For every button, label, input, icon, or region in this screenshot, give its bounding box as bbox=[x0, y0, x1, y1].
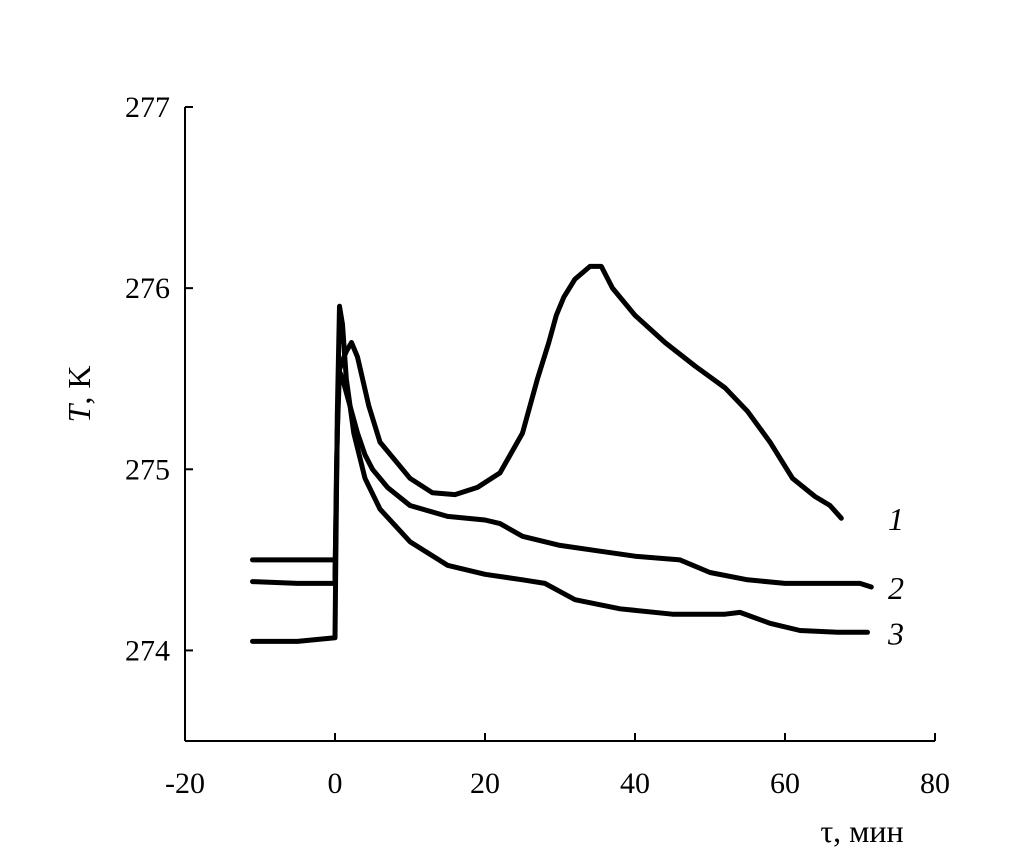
series-line-1 bbox=[332, 263, 844, 581]
y-axis-title: T, K bbox=[61, 366, 97, 423]
x-tick-label: 40 bbox=[620, 767, 650, 800]
series-line-2 bbox=[250, 367, 874, 590]
y-tick-label: 275 bbox=[125, 453, 170, 486]
series-labels: 1 2 3 bbox=[887, 501, 904, 651]
y-tick-label: 274 bbox=[125, 634, 170, 667]
y-axis-symbol: T bbox=[61, 402, 97, 422]
y-ticks: 274 275 276 277 bbox=[125, 91, 193, 667]
y-axis-unit: , K bbox=[61, 366, 97, 405]
x-tick-label: 0 bbox=[328, 767, 343, 800]
axes bbox=[184, 107, 935, 742]
series-label-1: 1 bbox=[888, 501, 904, 537]
series-label-3: 3 bbox=[887, 615, 904, 651]
series-line-3 bbox=[250, 303, 870, 644]
x-ticks: -20 0 20 40 60 80 bbox=[165, 733, 950, 800]
x-axis-title: τ, мин bbox=[820, 813, 903, 849]
x-tick-label: 60 bbox=[770, 767, 800, 800]
y-tick-label: 276 bbox=[125, 272, 170, 305]
x-tick-label: 20 bbox=[470, 767, 500, 800]
series-lines bbox=[250, 263, 874, 644]
series-label-2: 2 bbox=[888, 570, 904, 606]
x-tick-label: -20 bbox=[165, 767, 205, 800]
x-tick-label: 80 bbox=[920, 767, 950, 800]
y-tick-label: 277 bbox=[125, 91, 170, 124]
